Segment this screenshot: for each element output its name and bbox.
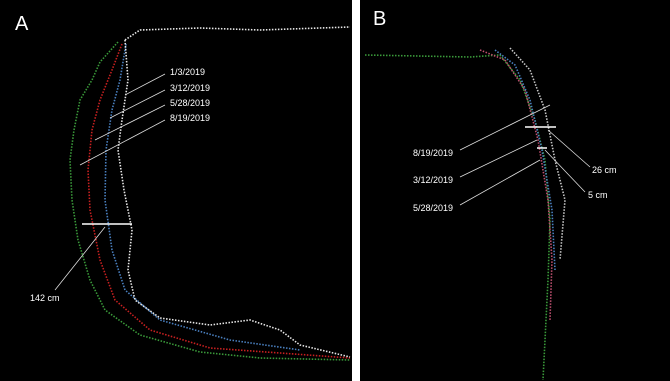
date-label: 8/19/2019 — [170, 113, 210, 123]
panel-b: B 8/19/2019 3/12/2019 5/28/2019 26 cm 5 … — [360, 0, 670, 381]
date-label: 5/28/2019 — [170, 98, 210, 108]
date-label: 1/3/2019 — [170, 67, 205, 77]
panel-label: B — [373, 8, 386, 30]
measurement-label: 5 cm — [588, 190, 608, 200]
date-label: 3/12/2019 — [413, 175, 453, 185]
date-label: 5/28/2019 — [413, 203, 453, 213]
panel-a: A 1/3/2019 3/12/2019 5/28/2019 8/19/2019… — [0, 0, 352, 381]
panel-label: A — [15, 13, 29, 35]
measurement-label: 26 cm — [592, 165, 617, 175]
date-label: 3/12/2019 — [170, 83, 210, 93]
figure: A 1/3/2019 3/12/2019 5/28/2019 8/19/2019… — [0, 0, 670, 381]
date-label: 8/19/2019 — [413, 148, 453, 158]
panel-background — [360, 0, 670, 381]
measurement-label: 142 cm — [30, 293, 60, 303]
